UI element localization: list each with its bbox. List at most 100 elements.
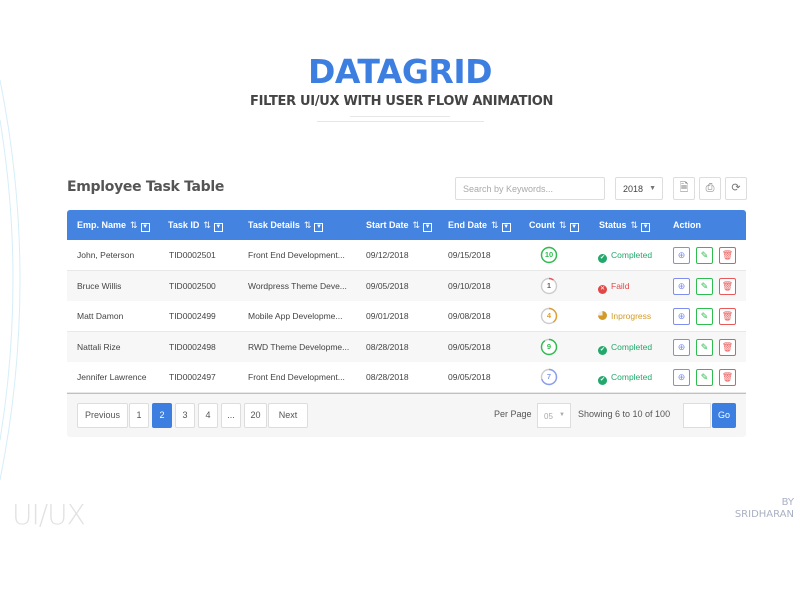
sort-icon[interactable]: ⇅: [203, 220, 211, 230]
cell-details: Front End Development...: [248, 372, 345, 383]
page-button[interactable]: 2: [152, 403, 172, 428]
check-circle-icon: ✔: [598, 345, 607, 355]
column-header[interactable]: Count ⇅ ▼: [529, 220, 579, 232]
per-page-value: 05: [544, 412, 553, 421]
table-title: Employee Task Table: [67, 179, 225, 195]
divider: [317, 121, 484, 122]
sort-icon[interactable]: ⇅: [491, 220, 499, 230]
zoom-icon: ⊕: [677, 311, 686, 322]
column-header[interactable]: Start Date ⇅ ▼: [366, 220, 433, 232]
filter-icon[interactable]: ▼: [423, 223, 433, 232]
caret-down-icon: ▼: [649, 185, 656, 192]
author-name: SRIDHARAN: [734, 509, 794, 520]
filter-icon[interactable]: ▼: [140, 223, 150, 232]
edit-button[interactable]: ✎: [696, 247, 713, 264]
count-ring: 1: [540, 277, 558, 295]
delete-button[interactable]: 🗑: [719, 247, 736, 264]
table-row[interactable]: Matt Damon TID0002499 Mobile App Developme…: [67, 301, 746, 333]
count-progress-ring: [540, 307, 558, 325]
cell-end: 09/05/2018: [448, 372, 491, 383]
edit-button[interactable]: ✎: [696, 338, 713, 356]
delete-button[interactable]: 🗑: [719, 308, 736, 326]
filter-icon[interactable]: ▼: [641, 223, 651, 232]
delete-button[interactable]: 🗑: [719, 277, 736, 295]
filter-icon[interactable]: ▼: [501, 223, 511, 232]
cell-id: TID0002501: [169, 250, 216, 260]
trash-icon: 🗑: [721, 341, 734, 352]
column-header[interactable]: End Date ⇅ ▼: [448, 220, 511, 232]
column-label: Start Date: [366, 220, 409, 230]
cell-name: Bruce Willis: [77, 280, 122, 291]
sort-icon[interactable]: ⇅: [303, 220, 312, 230]
sort-icon[interactable]: ⇅: [559, 220, 567, 230]
status-text: Faild: [611, 280, 630, 291]
previous-button[interactable]: Previous: [77, 403, 128, 428]
cell-details: Wordpress Theme Deve...: [248, 280, 347, 291]
cell-name: Nattali Rize: [77, 341, 121, 352]
count-ring: 9: [540, 338, 558, 356]
print-button[interactable]: ⎙: [699, 177, 721, 200]
delete-button[interactable]: 🗑: [719, 338, 736, 356]
filter-icon[interactable]: ▼: [213, 223, 223, 232]
view-button[interactable]: ⊕: [673, 338, 690, 356]
edit-button[interactable]: ✎: [696, 308, 713, 326]
filter-icon[interactable]: ▼: [314, 223, 324, 232]
sort-icon[interactable]: ⇅: [630, 220, 639, 230]
page-button[interactable]: 3: [175, 403, 195, 428]
page-button[interactable]: ...: [221, 403, 241, 428]
cell-start: 08/28/2018: [366, 372, 409, 383]
go-button[interactable]: Go: [712, 403, 736, 428]
table-row[interactable]: Jennifer Lawrence TID0002497 Front End Dev…: [67, 362, 746, 394]
table-row[interactable]: Bruce Willis TID0002500 Wordpress Theme De…: [67, 270, 746, 302]
cell-start: 09/12/2018: [366, 250, 409, 260]
go-to-page-input[interactable]: [683, 403, 711, 428]
count-progress-ring: [540, 369, 558, 386]
count-value: 4: [546, 311, 552, 321]
table-row[interactable]: Nattali Rize TID0002498 RWD Theme Developm…: [67, 331, 746, 363]
column-header[interactable]: Task Details ⇅ ▼: [248, 220, 324, 232]
status-badge: Inprogress: [598, 311, 651, 321]
column-header[interactable]: Status ⇅ ▼: [599, 220, 651, 232]
per-page-label: Per Page: [494, 409, 532, 419]
column-header[interactable]: Task ID ⇅ ▼: [168, 220, 223, 232]
search-input[interactable]: [455, 177, 605, 200]
page-button[interactable]: 1: [129, 403, 149, 428]
count-value: 1: [546, 280, 552, 290]
divider: [350, 116, 450, 117]
cell-id: TID0002497: [169, 372, 216, 383]
decorative-arc: [0, 80, 21, 480]
per-page-select[interactable]: 05 ▼: [537, 403, 571, 428]
table-row[interactable]: John, Peterson TID0002501 Front End Develo…: [67, 240, 746, 271]
view-button[interactable]: ⊕: [673, 308, 690, 326]
cell-end: 09/15/2018: [448, 250, 491, 260]
trash-icon: 🗑: [721, 250, 734, 260]
view-button[interactable]: ⊕: [673, 277, 690, 295]
sort-icon[interactable]: ⇅: [130, 220, 138, 230]
cell-end: 09/08/2018: [448, 311, 491, 322]
filter-icon[interactable]: ▼: [569, 223, 579, 232]
year-select[interactable]: 2018 ▼: [615, 177, 663, 200]
view-button[interactable]: ⊕: [673, 247, 690, 264]
cell-end: 09/05/2018: [448, 341, 491, 352]
delete-button[interactable]: 🗑: [719, 369, 736, 387]
edit-button[interactable]: ✎: [696, 277, 713, 295]
refresh-icon: ⟳: [731, 182, 741, 194]
column-header[interactable]: Emp. Name ⇅ ▼: [77, 220, 150, 232]
author-credit: BY SRIDHARAN: [700, 497, 794, 521]
refresh-button[interactable]: ⟳: [725, 177, 747, 200]
document-icon: 🗎: [679, 182, 689, 194]
check-circle-icon: ✔: [598, 254, 607, 263]
status-text: Inprogress: [611, 311, 652, 322]
view-button[interactable]: ⊕: [673, 369, 690, 387]
column-header[interactable]: Action: [673, 220, 701, 230]
next-button[interactable]: Next: [268, 403, 308, 428]
sort-icon[interactable]: ⇅: [412, 220, 421, 230]
cell-name: Jennifer Lawrence: [77, 372, 147, 383]
caret-down-icon: ▼: [559, 412, 565, 418]
count-value: 9: [546, 341, 552, 351]
page-button[interactable]: 20: [244, 403, 267, 428]
edit-button[interactable]: ✎: [696, 369, 713, 387]
page-button[interactable]: 4: [198, 403, 218, 428]
count-ring: 4: [540, 307, 558, 325]
export-document-button[interactable]: 🗎: [673, 177, 695, 200]
